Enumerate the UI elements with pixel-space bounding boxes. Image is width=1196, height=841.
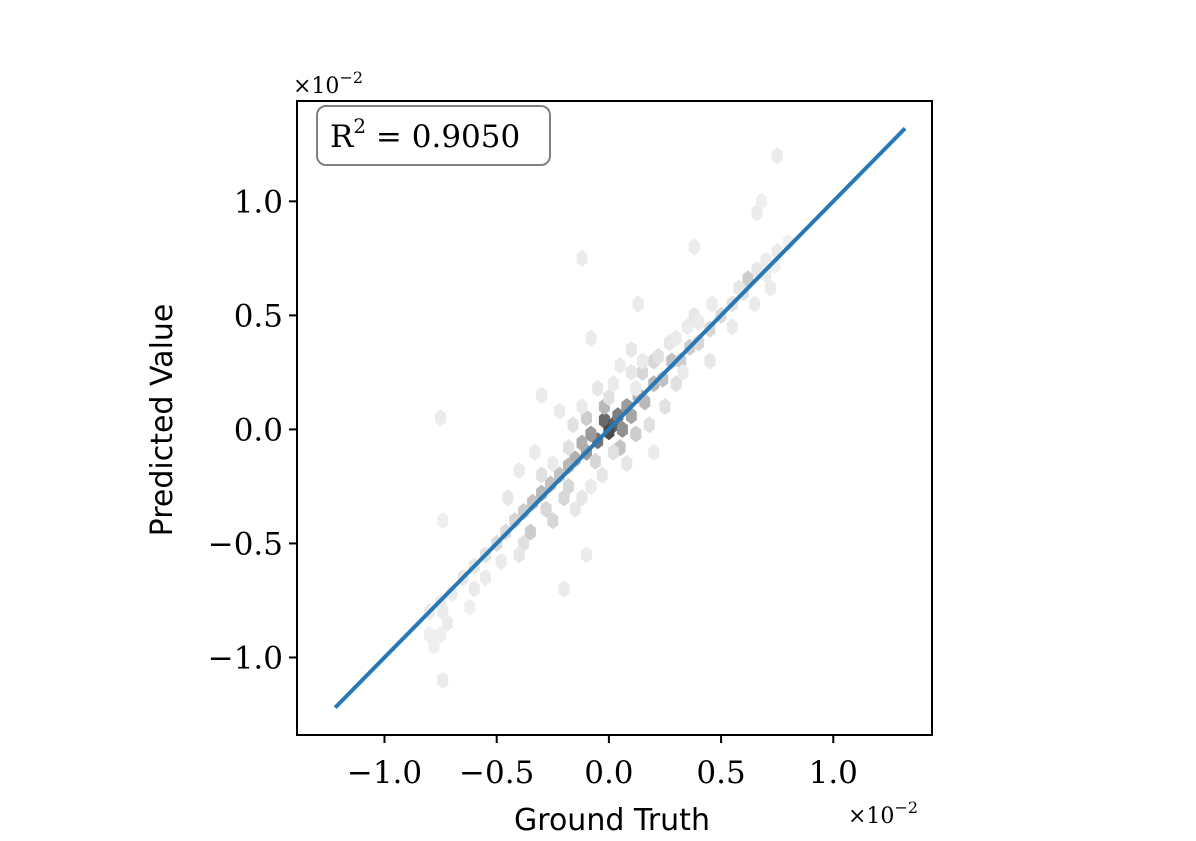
hexbin-cell: [585, 425, 597, 443]
hexbin-cell: [630, 425, 642, 443]
y-tick-label: 0.0: [234, 412, 283, 448]
hexbin-cell: [630, 379, 642, 397]
hexbin-cell: [585, 329, 597, 347]
x-tick-label: 0.0: [584, 755, 633, 791]
hexbin-cell: [468, 580, 480, 598]
hexbin-cell: [480, 569, 491, 587]
plot-frame: [296, 100, 933, 736]
hexbin-cell: [581, 409, 592, 427]
y-axis-label: Predicted Value: [145, 304, 180, 537]
hexbin-cell: [581, 546, 592, 564]
y-offset-label: ×10−2: [293, 68, 363, 99]
hexbin-cell: [637, 363, 648, 381]
y-tick-label: −0.5: [208, 526, 283, 562]
x-tick-label: −1.0: [347, 755, 422, 791]
hexbin-cell: [435, 409, 447, 427]
hexbin-cell: [706, 295, 718, 313]
hexbin-cell: [704, 352, 716, 370]
y-tick-label: 0.5: [234, 298, 283, 334]
hexbin-cell: [437, 671, 449, 689]
hexbin-cell: [625, 363, 637, 381]
hexbin-cell: [536, 466, 548, 484]
y-tick-label: 1.0: [234, 184, 283, 220]
hexbin-cell: [558, 580, 570, 598]
hexbin-cell: [596, 466, 608, 484]
hexbin-cell: [632, 295, 644, 313]
hexbin-cell: [513, 462, 525, 479]
hexbin-cell: [607, 375, 619, 393]
hexbin-cell: [756, 192, 767, 210]
hexbin-cell: [621, 455, 633, 473]
fit-line: [333, 126, 907, 710]
hexbin-cell: [524, 523, 536, 541]
hexbin-cell: [576, 398, 588, 416]
hexbin-cell: [643, 416, 655, 434]
hexbin-cell: [437, 512, 449, 530]
x-axis-label: Ground Truth: [514, 803, 710, 838]
hexbin-cell: [688, 238, 700, 256]
hexbin-cell: [652, 347, 664, 365]
hexbin-cell: [437, 603, 449, 621]
x-ticks: −1.0 −0.5 0.0 0.5 1.0: [347, 735, 858, 791]
y-tick-label: −1.0: [208, 640, 283, 676]
hexbin-cell: [441, 614, 453, 632]
fit-line-layer: [333, 126, 907, 710]
hexbin-cell: [567, 416, 579, 434]
hexbin-cell: [464, 598, 476, 616]
y-ticks: −1.0 −0.5 0.0 0.5 1.0: [208, 184, 297, 676]
hexbin-cell: [423, 626, 435, 644]
hexbin-cell: [547, 512, 559, 530]
hexbin-cell: [592, 379, 604, 397]
hexbin-cell: [495, 553, 507, 571]
hexbin-cell: [576, 249, 588, 267]
hexbin-cell: [681, 318, 693, 336]
hexbin-cell: [648, 443, 660, 461]
hexbin-cell: [540, 500, 552, 518]
hexbin-cell: [585, 477, 597, 495]
hexbin-cell: [670, 375, 682, 393]
hexbin-cell: [513, 546, 525, 564]
hexbin-cell: [771, 147, 783, 165]
x-offset-label: ×10−2: [848, 798, 918, 829]
hexbin-cell: [625, 341, 637, 359]
hexbin-cell: [603, 389, 615, 406]
hexbin-cell: [435, 626, 447, 644]
hexbin-cell: [529, 443, 541, 461]
x-tick-label: 0.5: [696, 755, 745, 791]
hexbin-cell: [554, 402, 565, 420]
hexbin-cell: [693, 313, 705, 331]
hexbin-cell: [749, 295, 761, 313]
r2-box: [316, 105, 551, 166]
hexbin-cell: [589, 452, 601, 470]
hexbin-layer: [423, 147, 794, 689]
hexbin-cell: [670, 329, 682, 347]
x-tick-label: −0.5: [459, 755, 534, 791]
hexbin-cell: [518, 534, 530, 552]
hexbin-cell: [563, 477, 574, 495]
hexbin-cell: [677, 363, 689, 381]
hexbin-cell: [637, 352, 648, 370]
hexbin-cell: [502, 489, 514, 507]
hexbin-cell: [576, 434, 588, 452]
hexbin-cell: [428, 637, 440, 655]
hexbin-cell: [614, 357, 626, 374]
hexbin-cell: [659, 398, 671, 416]
hexbin-cell: [726, 318, 738, 336]
hexbin-cell: [764, 279, 776, 297]
hexbin-cell: [607, 443, 619, 461]
hexbin-cell: [616, 420, 628, 438]
r2-annotation: R2 = 0.9050: [316, 105, 551, 166]
hexbin-cell: [576, 489, 588, 507]
hexbin-cell: [569, 500, 581, 518]
hexbin-cell: [563, 439, 574, 457]
hexbin-cell: [536, 386, 548, 404]
r2-text: R2 = 0.9050: [330, 114, 520, 155]
x-tick-label: 1.0: [809, 755, 858, 791]
hexbin-cell: [547, 455, 559, 473]
